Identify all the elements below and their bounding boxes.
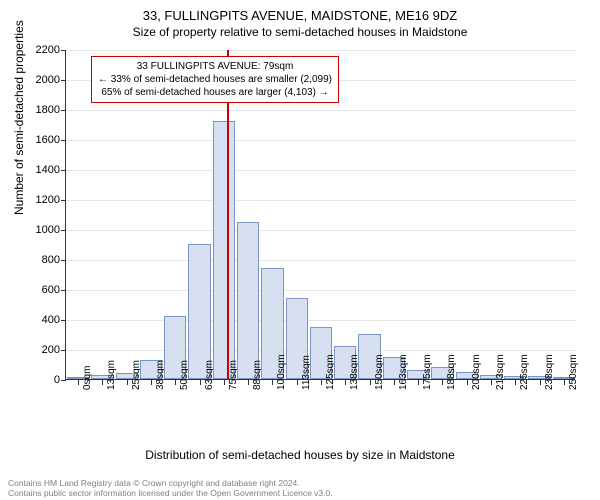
x-tick-mark [102,380,103,385]
chart-area: 0200400600800100012001400160018002000220… [65,50,575,410]
y-tick-label: 1000 [36,224,60,236]
footer-line1: Contains HM Land Registry data © Crown c… [8,478,333,488]
y-tick-mark [61,140,66,141]
histogram-bar [188,244,210,379]
y-tick-label: 0 [54,374,60,386]
x-axis-title: Distribution of semi-detached houses by … [0,448,600,462]
y-tick-label: 200 [42,344,60,356]
gridline [66,50,576,51]
histogram-bar [213,121,235,379]
gridline [66,320,576,321]
x-tick-mark [127,380,128,385]
gridline [66,260,576,261]
y-axis-title: Number of semi-detached properties [12,20,26,215]
y-tick-mark [61,170,66,171]
x-tick-mark [224,380,225,385]
x-tick-mark [248,380,249,385]
gridline [66,110,576,111]
y-tick-label: 1200 [36,194,60,206]
x-tick-label: 225sqm [519,354,530,390]
y-tick-label: 800 [42,254,60,266]
x-tick-mark [272,380,273,385]
chart-subtitle: Size of property relative to semi-detach… [0,23,600,39]
annotation-line: ← 33% of semi-detached houses are smalle… [98,73,332,86]
y-tick-mark [61,260,66,261]
x-tick-mark [418,380,419,385]
footer-attribution: Contains HM Land Registry data © Crown c… [8,478,333,498]
y-tick-label: 2200 [36,44,60,56]
x-tick-mark [297,380,298,385]
y-tick-label: 2000 [36,74,60,86]
y-tick-mark [61,380,66,381]
chart-title: 33, FULLINGPITS AVENUE, MAIDSTONE, ME16 … [0,0,600,23]
x-tick-mark [370,380,371,385]
x-tick-mark [540,380,541,385]
histogram-bar [237,222,259,380]
y-tick-mark [61,320,66,321]
y-tick-mark [61,230,66,231]
gridline [66,290,576,291]
x-tick-mark [151,380,152,385]
x-tick-mark [515,380,516,385]
x-tick-mark [442,380,443,385]
gridline [66,170,576,171]
y-tick-label: 600 [42,284,60,296]
annotation-line: 33 FULLINGPITS AVENUE: 79sqm [98,60,332,73]
y-tick-mark [61,110,66,111]
y-tick-mark [61,80,66,81]
x-tick-label: 200sqm [471,354,482,390]
y-tick-label: 1400 [36,164,60,176]
x-tick-mark [345,380,346,385]
gridline [66,200,576,201]
x-tick-mark [175,380,176,385]
gridline [66,230,576,231]
y-tick-mark [61,50,66,51]
annotation-line: 65% of semi-detached houses are larger (… [98,86,332,99]
y-tick-label: 400 [42,314,60,326]
y-tick-label: 1600 [36,134,60,146]
plot-region: 0200400600800100012001400160018002000220… [65,50,575,380]
x-tick-label: 213sqm [495,354,506,390]
x-tick-mark [321,380,322,385]
x-tick-mark [78,380,79,385]
footer-line2: Contains public sector information licen… [8,488,333,498]
x-tick-mark [200,380,201,385]
x-tick-mark [394,380,395,385]
y-tick-mark [61,350,66,351]
annotation-box: 33 FULLINGPITS AVENUE: 79sqm← 33% of sem… [91,56,339,103]
x-tick-mark [564,380,565,385]
x-tick-mark [491,380,492,385]
y-tick-mark [61,290,66,291]
gridline [66,140,576,141]
x-tick-label: 238sqm [544,354,555,390]
x-tick-label: 250sqm [568,354,579,390]
y-tick-label: 1800 [36,104,60,116]
y-tick-mark [61,200,66,201]
x-tick-mark [467,380,468,385]
